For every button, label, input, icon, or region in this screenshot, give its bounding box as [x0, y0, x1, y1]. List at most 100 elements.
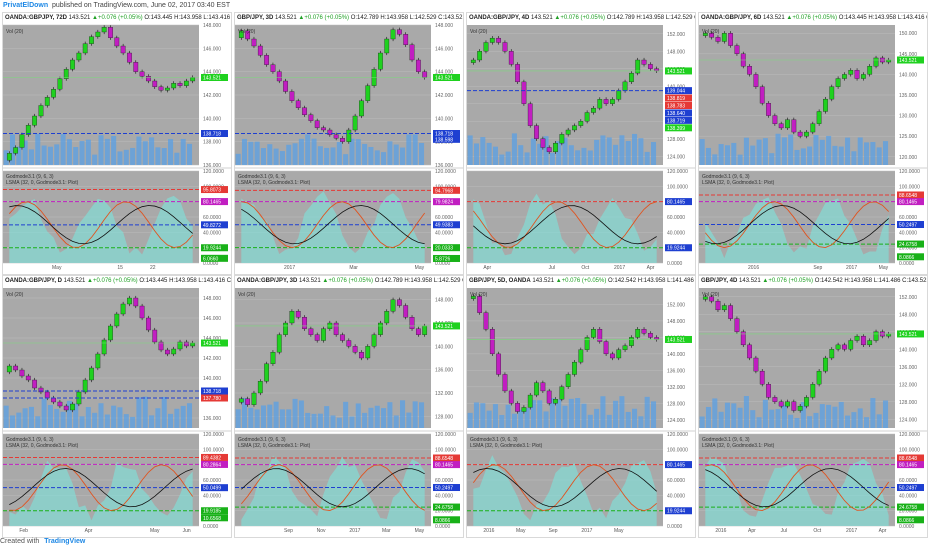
candle[interactable]	[810, 123, 816, 133]
candle[interactable]	[546, 390, 552, 404]
candle[interactable]	[797, 131, 803, 137]
candle[interactable]	[365, 346, 371, 359]
candle[interactable]	[25, 125, 31, 135]
chart-panel-4[interactable]: OANDA:GBP/JPY, 6D 143.521 ▲+0.076 (+0.05…	[698, 12, 928, 275]
candle[interactable]	[346, 340, 352, 347]
candle[interactable]	[483, 312, 489, 330]
candle[interactable]	[327, 129, 333, 135]
candle[interactable]	[57, 401, 63, 407]
candle[interactable]	[502, 374, 508, 392]
candle[interactable]	[340, 334, 345, 341]
candle[interactable]	[747, 344, 752, 359]
candle[interactable]	[848, 70, 854, 75]
candle[interactable]	[152, 80, 158, 87]
candle[interactable]	[146, 76, 151, 82]
author-link[interactable]: PrivatElDown	[3, 2, 49, 9]
candle[interactable]	[308, 114, 314, 121]
candle[interactable]	[527, 103, 533, 126]
candle[interactable]	[403, 305, 409, 318]
candle[interactable]	[508, 390, 514, 404]
candle[interactable]	[82, 43, 88, 54]
candle[interactable]	[702, 33, 708, 36]
candle[interactable]	[616, 349, 622, 359]
candle[interactable]	[133, 62, 139, 72]
candle[interactable]	[747, 66, 752, 75]
chart-panel-7[interactable]: GBP/JPY, 5D, OANDA 143.521 ▲+0.076 (+0.0…	[466, 275, 696, 538]
candle[interactable]	[19, 134, 25, 148]
candle[interactable]	[709, 33, 715, 38]
candle[interactable]	[276, 334, 282, 353]
candle[interactable]	[515, 64, 520, 83]
candle[interactable]	[127, 297, 132, 305]
candle[interactable]	[422, 325, 428, 335]
candle[interactable]	[415, 328, 421, 335]
candle[interactable]	[534, 382, 539, 396]
candle[interactable]	[546, 147, 552, 153]
candle[interactable]	[854, 335, 860, 341]
candle[interactable]	[359, 100, 364, 117]
candle[interactable]	[734, 318, 740, 332]
candle[interactable]	[183, 80, 189, 86]
candle[interactable]	[283, 322, 288, 335]
candle[interactable]	[302, 107, 307, 115]
candle[interactable]	[251, 38, 257, 47]
candle[interactable]	[108, 27, 113, 38]
candle[interactable]	[321, 127, 326, 131]
candle[interactable]	[251, 392, 257, 405]
candle[interactable]	[753, 357, 759, 372]
candle[interactable]	[371, 334, 377, 347]
candle[interactable]	[584, 337, 590, 350]
candle[interactable]	[867, 66, 873, 75]
candle[interactable]	[477, 296, 483, 313]
candle[interactable]	[158, 86, 164, 91]
candle[interactable]	[409, 317, 415, 329]
candle[interactable]	[778, 401, 784, 407]
candle[interactable]	[823, 357, 828, 372]
candle[interactable]	[139, 305, 145, 319]
chart-panel-3[interactable]: OANDA:GBP/JPY, 4D 143.521 ▲+0.076 (+0.05…	[466, 12, 696, 275]
candle[interactable]	[734, 45, 740, 54]
candle[interactable]	[489, 37, 495, 43]
candle[interactable]	[44, 391, 50, 399]
candle[interactable]	[597, 99, 603, 109]
chart-panel-6[interactable]: OANDA:GBP/JPY, 3D 143.521 ▲+0.076 (+0.05…	[234, 275, 464, 538]
candle[interactable]	[340, 138, 345, 142]
candle[interactable]	[559, 134, 565, 144]
candle[interactable]	[759, 86, 765, 104]
candle[interactable]	[314, 334, 320, 341]
candle[interactable]	[565, 374, 571, 387]
candle[interactable]	[13, 365, 19, 371]
candle[interactable]	[654, 68, 660, 72]
candle[interactable]	[721, 305, 727, 311]
candle[interactable]	[190, 77, 196, 82]
candle[interactable]	[257, 381, 263, 394]
candle[interactable]	[245, 30, 251, 40]
candle[interactable]	[177, 341, 183, 350]
candle[interactable]	[559, 386, 565, 400]
candle[interactable]	[295, 100, 301, 108]
candle[interactable]	[390, 29, 396, 40]
candle[interactable]	[521, 81, 527, 104]
candle[interactable]	[867, 340, 873, 346]
candle[interactable]	[791, 401, 797, 411]
candle[interactable]	[791, 119, 797, 133]
candle[interactable]	[797, 405, 803, 411]
candle[interactable]	[804, 131, 809, 137]
candle[interactable]	[264, 55, 269, 65]
candle[interactable]	[553, 399, 558, 404]
candle[interactable]	[635, 329, 641, 338]
candle[interactable]	[289, 91, 295, 101]
candle[interactable]	[766, 384, 771, 398]
candle[interactable]	[359, 352, 364, 359]
candle[interactable]	[165, 349, 170, 355]
candle[interactable]	[409, 44, 415, 61]
candle[interactable]	[270, 64, 276, 72]
candle[interactable]	[572, 361, 577, 375]
candle[interactable]	[553, 142, 558, 153]
candle[interactable]	[114, 37, 120, 47]
candle[interactable]	[302, 317, 307, 329]
candle[interactable]	[721, 33, 727, 42]
candle[interactable]	[238, 398, 244, 403]
candle[interactable]	[133, 297, 139, 307]
candle[interactable]	[578, 349, 584, 363]
